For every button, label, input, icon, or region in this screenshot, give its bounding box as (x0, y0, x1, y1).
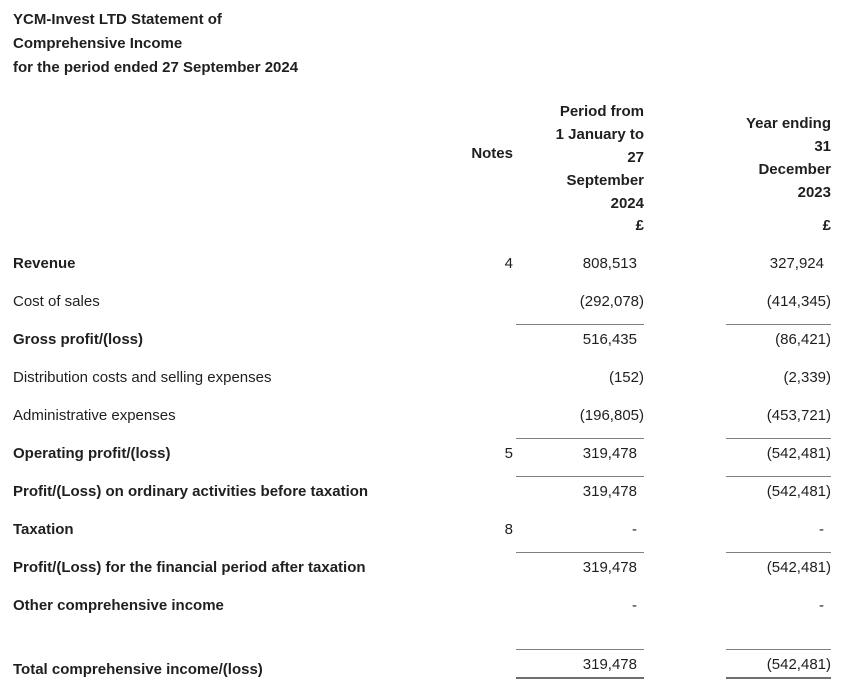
table-header-row: Notes Period from 1 January to 27 Septem… (13, 100, 831, 215)
table-row: Revenue 4 808,513 327,924 (13, 235, 831, 273)
column-spacer (644, 424, 726, 425)
row-label: Distribution costs and selling expenses (13, 369, 272, 386)
row-period-value: 319,478 (516, 649, 644, 679)
row-label: Taxation (13, 521, 74, 538)
column-spacer (644, 576, 726, 577)
notes-column-header: Notes (471, 145, 513, 162)
title-line-1: YCM-Invest LTD Statement of (13, 11, 222, 28)
row-year-value: (542,481) (726, 438, 831, 463)
row-year-value: (542,481) (726, 649, 831, 679)
column-spacer (644, 678, 726, 679)
row-label: Profit/(Loss) for the financial period a… (13, 559, 366, 576)
column-spacer (644, 386, 726, 387)
column-spacer (644, 500, 726, 501)
row-label: Profit/(Loss) on ordinary activities bef… (13, 483, 369, 500)
row-year-value: (542,481) (726, 476, 831, 501)
row-year-value: 327,924 (769, 255, 824, 272)
row-note: 4 (504, 255, 513, 272)
table-row: Cost of sales (292,078) (414,345) (13, 273, 831, 311)
table-row: Profit/(Loss) for the financial period a… (13, 539, 831, 577)
row-year-value: (414,345) (766, 293, 831, 310)
row-period-value: (196,805) (579, 407, 644, 424)
table-row: Taxation 8 - - (13, 501, 831, 539)
column-spacer (644, 538, 726, 539)
column-spacer (644, 310, 726, 311)
table-row: Operating profit/(loss) 5 319,478 (542,4… (13, 425, 831, 463)
row-label: Cost of sales (13, 293, 100, 310)
column-spacer (644, 348, 726, 349)
row-note: 5 (504, 445, 513, 462)
table-row: Gross profit/(loss) 516,435 (86,421) (13, 311, 831, 349)
column-spacer (644, 100, 726, 101)
period-column-header: Period from 1 January to 27 September 20… (555, 103, 644, 212)
column-spacer (644, 272, 726, 273)
row-label: Gross profit/(loss) (13, 331, 144, 348)
row-year-value: (2,339) (783, 369, 831, 386)
row-year-value: (86,421) (726, 324, 831, 349)
table-row: Distribution costs and selling expenses … (13, 349, 831, 387)
column-spacer (644, 614, 726, 615)
table-row: Other comprehensive income - - (13, 577, 831, 615)
currency-notes-spacer (451, 234, 516, 235)
header-label-spacer (13, 100, 451, 101)
row-label: Administrative expenses (13, 407, 176, 424)
row-period-value: 808,513 (582, 255, 637, 272)
row-period-value: - (632, 597, 637, 614)
row-year-value: - (819, 597, 824, 614)
row-label: Revenue (13, 255, 76, 272)
row-period-value: 319,478 (516, 552, 644, 577)
column-spacer (644, 462, 726, 463)
row-period-value: (292,078) (579, 293, 644, 310)
column-spacer (644, 234, 726, 235)
row-year-value: - (819, 521, 824, 538)
row-note: 8 (504, 521, 513, 538)
row-period-value: 319,478 (516, 476, 644, 501)
row-period-value: 319,478 (516, 438, 644, 463)
row-period-value: (152) (608, 369, 644, 386)
row-label: Total comprehensive income/(loss) (13, 661, 263, 678)
row-year-value: (453,721) (766, 407, 831, 424)
table-row: Administrative expenses (196,805) (453,7… (13, 387, 831, 425)
row-period-value: - (632, 521, 637, 538)
row-label: Other comprehensive income (13, 597, 224, 614)
table-body: Revenue 4 808,513 327,924 Cost of sales … (13, 235, 831, 679)
row-label: Operating profit/(loss) (13, 445, 171, 462)
table-row: Total comprehensive income/(loss) 319,47… (13, 641, 831, 679)
currency-row: £ £ (13, 215, 831, 235)
title-line-2: Comprehensive Income (13, 35, 183, 52)
period-currency-symbol: £ (635, 217, 644, 234)
table-row: Profit/(Loss) on ordinary activities bef… (13, 463, 831, 501)
row-year-value: (542,481) (726, 552, 831, 577)
document-title: YCM-Invest LTD Statement of Comprehensiv… (13, 8, 831, 80)
year-column-header: Year ending 31 December 2023 (745, 115, 831, 201)
title-line-3: for the period ended 27 September 2024 (13, 59, 299, 76)
row-period-value: 516,435 (516, 324, 644, 349)
year-currency-symbol: £ (822, 217, 831, 234)
currency-label-spacer (13, 234, 451, 235)
